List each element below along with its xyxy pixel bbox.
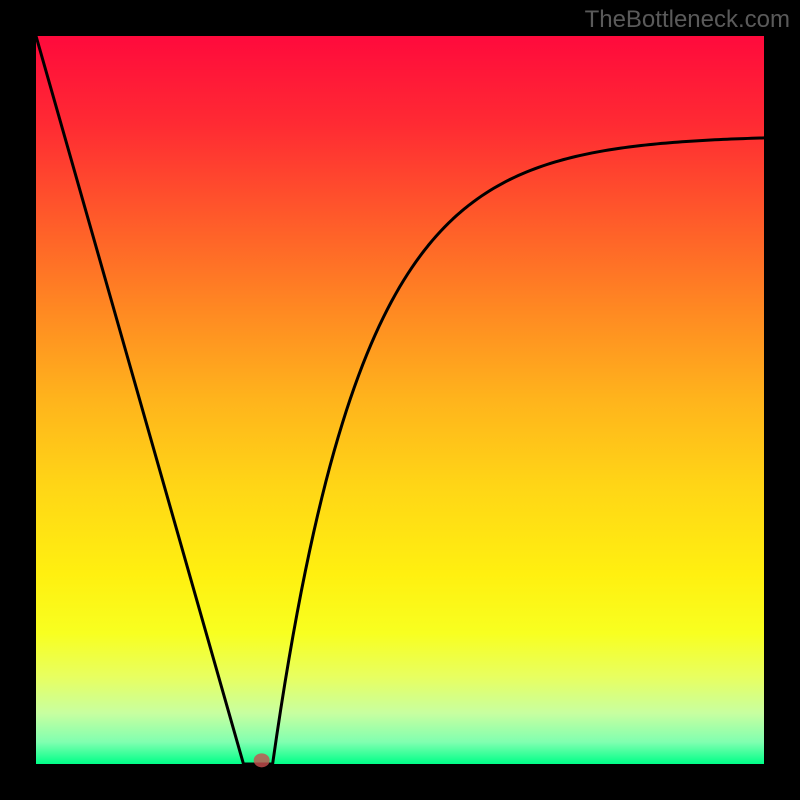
bottleneck-chart — [0, 0, 800, 800]
chart-frame: TheBottleneck.com — [0, 0, 800, 800]
optimum-marker — [254, 753, 270, 767]
watermark-text: TheBottleneck.com — [585, 6, 790, 34]
